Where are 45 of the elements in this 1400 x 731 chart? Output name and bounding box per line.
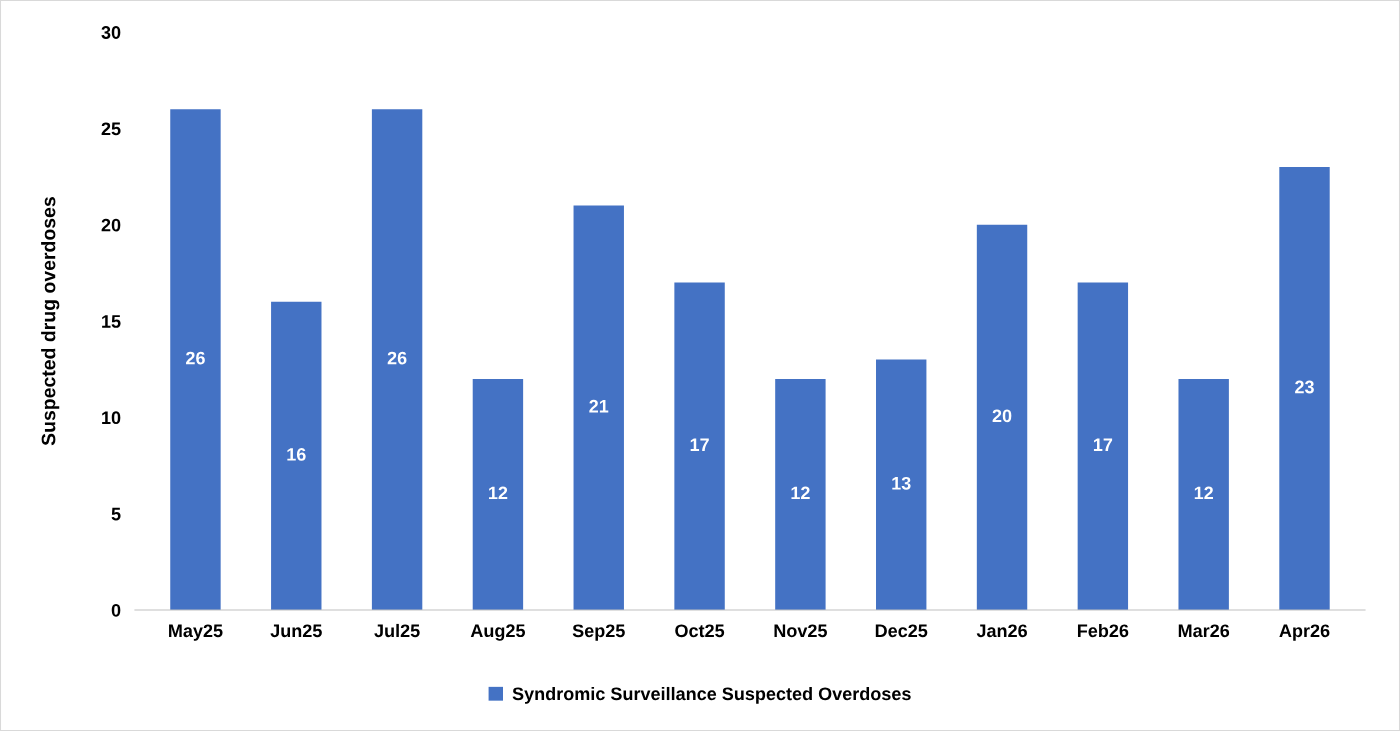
data-label: 21 [589, 399, 609, 413]
bar [674, 282, 725, 611]
x-tick-label: Aug25 [470, 624, 526, 641]
y-tick-label: 15 [102, 315, 121, 328]
data-label: 12 [489, 486, 508, 500]
data-label: 12 [1194, 486, 1213, 500]
x-tick-label: Oct25 [675, 624, 725, 638]
bar [775, 378, 826, 611]
data-label: 23 [1295, 380, 1314, 394]
legend-label: Syndromic Surveillance Suspected Overdoses [512, 686, 911, 704]
y-tick-label: 5 [111, 507, 121, 521]
x-tick-label: Dec25 [875, 624, 928, 638]
data-label: 26 [387, 351, 407, 365]
x-tick-label: Jul25 [374, 623, 420, 638]
x-tick-label: Feb26 [1077, 623, 1129, 638]
x-tick-label: Jun25 [270, 624, 322, 638]
data-label: 13 [892, 476, 911, 490]
x-tick-label: Apr26 [1279, 624, 1330, 641]
x-tick-label: Mar26 [1178, 624, 1230, 638]
x-tick-label: Sep25 [572, 624, 625, 641]
x-tick-label: Jan26 [976, 624, 1027, 638]
data-label: 20 [992, 409, 1012, 423]
y-tick-label: 25 [101, 122, 121, 136]
data-label: 12 [791, 486, 810, 500]
x-tick-label: May25 [169, 624, 223, 641]
bar [271, 301, 322, 611]
data-label: 16 [287, 447, 306, 461]
y-tick-label: 30 [101, 26, 121, 39]
bar [573, 205, 624, 611]
data-label: 17 [1093, 438, 1113, 451]
bar [976, 224, 1028, 611]
y-tick-label: 20 [101, 218, 121, 232]
bar [472, 378, 524, 611]
data-label: 26 [186, 351, 205, 365]
bar [1077, 282, 1129, 611]
y-axis-title: Suspected drug overdoses [41, 197, 60, 446]
bar [876, 359, 927, 611]
bar [371, 109, 423, 611]
y-tick-label: 10 [102, 411, 121, 425]
y-tick-label: 0 [111, 603, 121, 617]
data-label: 17 [690, 438, 709, 451]
bar [170, 109, 221, 611]
x-tick-label: Nov25 [774, 624, 827, 638]
bar [1279, 167, 1330, 611]
bar [1178, 378, 1229, 611]
